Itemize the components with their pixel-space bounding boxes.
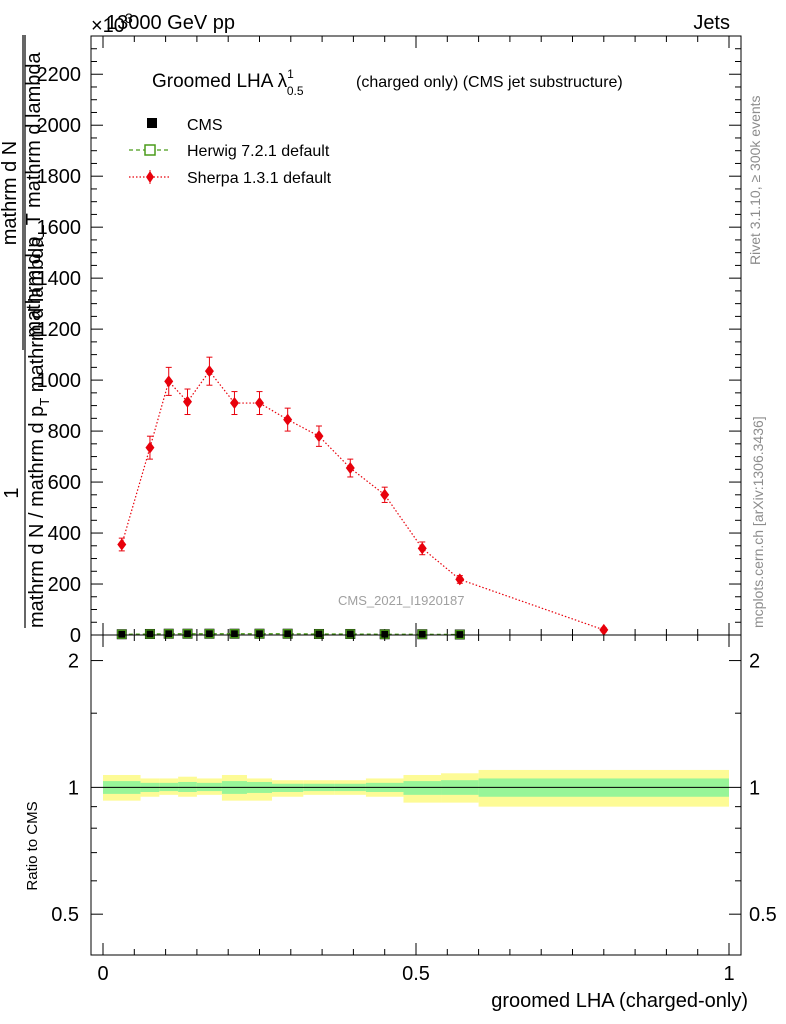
watermark: CMS_2021_I1920187 [338, 593, 465, 608]
sherpa-point [283, 413, 293, 426]
sherpa-point [599, 623, 609, 636]
main-y-tick-label: 1000 [37, 370, 82, 392]
ylabel-inner-denominator: mathrm d p_T mathrm d lambda [23, 51, 45, 337]
herwig-point [345, 629, 355, 639]
sherpa-point [204, 365, 214, 378]
main-title-rest: (charged only) (CMS jet substructure) [356, 74, 623, 91]
herwig-point [204, 629, 215, 639]
cms-point [204, 628, 215, 639]
sherpa-point [417, 542, 427, 555]
x-tick-label: 1 [723, 963, 734, 985]
main-y-tick-label: 400 [48, 523, 81, 545]
sherpa-point [314, 430, 324, 443]
herwig-point [283, 629, 293, 639]
cms-point [379, 629, 390, 640]
cms-point [254, 628, 265, 639]
ratio-y-axis: 0.5 0.5 1 1 2 2 [51, 651, 777, 927]
main-y-tick-label: 1200 [37, 319, 82, 341]
cms-point [163, 628, 174, 639]
main-y-tick-label: 0 [70, 625, 81, 647]
cms-point [417, 629, 428, 640]
herwig-point [455, 629, 465, 640]
herwig-point [145, 629, 155, 639]
sherpa-point [164, 375, 174, 388]
ratio-y-tick-label-right: 2 [749, 651, 760, 673]
ratio-inner-band [403, 781, 442, 795]
herwig-point [117, 629, 127, 639]
ylabel-inner-numerator: mathrm d N [0, 141, 21, 245]
cms-point [182, 628, 193, 639]
mcplots-label: mcplots.cern.ch [arXiv:1306.3436] [750, 416, 766, 628]
rivet-label: Rivet 3.1.10, ≥ 300k events [747, 95, 763, 265]
main-y-tick-label: 800 [48, 421, 81, 443]
cms-point [345, 628, 356, 639]
legend-marker-sherpa [146, 171, 154, 183]
ratio-y-tick-label: 2 [68, 651, 79, 673]
main-title: Groomed LHA λ1 0.5 [152, 67, 304, 98]
herwig-point [417, 629, 427, 639]
main-y-tick-label: 1400 [37, 268, 82, 290]
cms-point [454, 629, 465, 640]
main-y-tick-label: 2200 [37, 64, 82, 86]
sherpa-point [117, 538, 127, 551]
legend: CMS Herwig 7.2.1 default Sherpa 1.3.1 de… [129, 117, 332, 187]
cms-point [229, 628, 240, 639]
sherpa-line [121, 370, 604, 631]
main-y-tick-label: 1800 [37, 166, 82, 188]
main-y-tick-label: 600 [48, 472, 81, 494]
legend-label-sherpa: Sherpa 1.3.1 default [187, 170, 332, 187]
cms-point [282, 628, 293, 639]
x-tick-label: 0 [97, 963, 108, 985]
ratio-y-tick-label-right: 0.5 [749, 904, 777, 926]
herwig-point [229, 629, 240, 639]
x-tick-label: 0.5 [402, 963, 430, 985]
sherpa-point [145, 441, 155, 454]
ratio-x-axis: 0 0.5 1 [97, 635, 735, 985]
header-right: Jets [693, 12, 730, 34]
sherpa-point [183, 395, 193, 408]
ratio-y-tick-label: 1 [68, 777, 79, 799]
main-y-axis-label: 1 mathrm d N mathrm d p_T mathrm d lambd… [0, 35, 52, 628]
ylabel-denominator: mathrm d N / mathrm d pT mathrm d lambda [26, 236, 52, 628]
herwig-point [164, 629, 174, 639]
main-y-axis: 0 200 400 600 800 1000 1200 1400 1600 1800 2000 220… [37, 48, 741, 647]
ratio-bands [103, 769, 729, 807]
legend-label-cms: CMS [187, 117, 223, 134]
sherpa-point [255, 397, 264, 410]
herwig-point [182, 629, 193, 639]
main-y-tick-label: 200 [48, 574, 81, 596]
ratio-inner-band [272, 783, 304, 793]
header-left: 13000 GeV pp [106, 12, 235, 34]
sherpa-point [455, 573, 465, 586]
ylabel-one: 1 [1, 487, 23, 498]
legend-marker-cms [147, 118, 157, 128]
sherpa-point [345, 462, 355, 475]
main-y-tick-label: 2000 [37, 115, 82, 137]
cms-point [144, 628, 155, 639]
herwig-point [314, 629, 324, 639]
sherpa-point [229, 397, 239, 410]
cms-point [313, 628, 324, 639]
exponent-label: ×103 [91, 10, 133, 37]
main-series-layer [116, 356, 609, 640]
cms-point [116, 629, 127, 640]
legend-marker-herwig [144, 144, 156, 156]
main-y-tick-label: 1600 [37, 217, 82, 239]
ratio-y-label: Ratio to CMS [24, 801, 41, 890]
legend-label-herwig: Herwig 7.2.1 default [187, 143, 330, 160]
sherpa-point [380, 488, 390, 501]
ratio-y-tick-label: 0.5 [51, 904, 79, 926]
ratio-y-tick-label-right: 1 [749, 777, 760, 799]
x-axis-label: groomed LHA (charged-only) [491, 990, 748, 1012]
